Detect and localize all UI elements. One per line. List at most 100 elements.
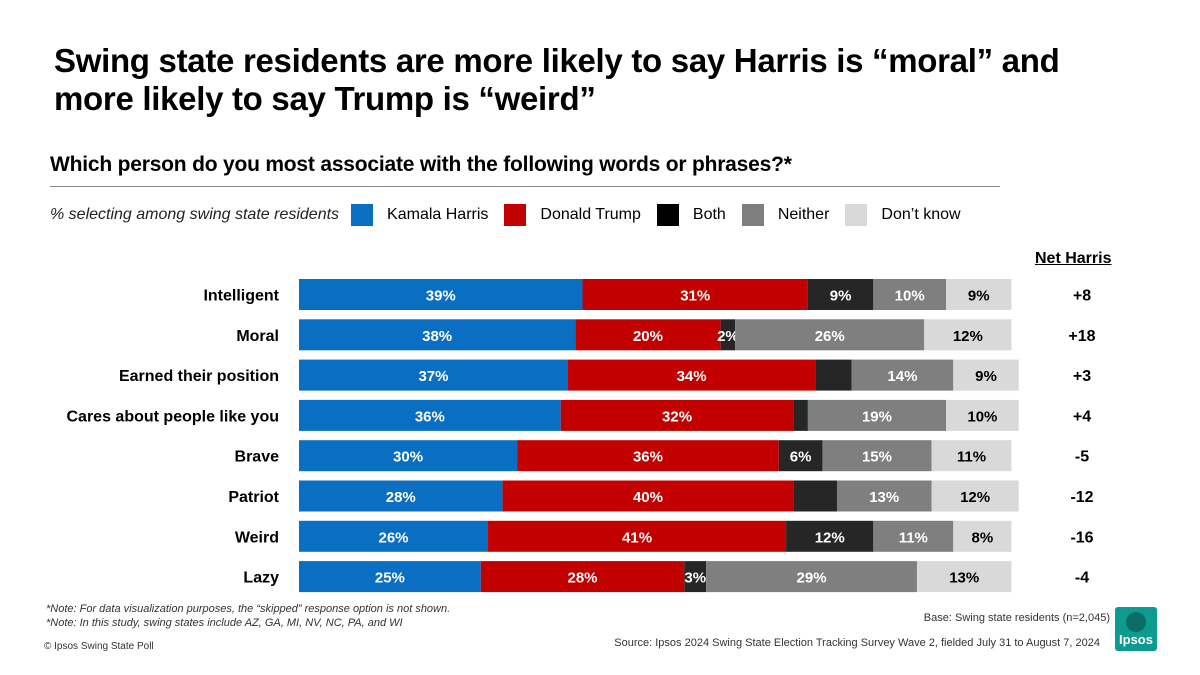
data-label-intelligent-donald-trump: 31% [680,288,710,305]
net-harris-intelligent: +8 [1073,288,1091,305]
ipsos-logo: Ipsos [1115,607,1157,651]
data-label-lazy-don-t-know: 13% [949,570,979,587]
data-label-lazy-kamala-harris: 25% [375,570,405,587]
data-label-lazy-neither: 29% [797,570,827,587]
legend-note: % selecting among swing state residents [50,206,340,223]
legend-label-neither: Neither [777,206,830,223]
bar-weird-neither [873,520,954,552]
legend-item-neither: Neither [741,204,830,226]
bar-moral-both [720,319,736,351]
bar-intelligent-kamala-harris [299,279,583,310]
bar-earned-their-position-don-t-know [953,359,1019,391]
legend: % selecting among swing state residents … [50,203,977,227]
bar-cares-about-people-like-you-both [793,399,808,431]
data-label-weird-both: 12% [815,529,845,546]
bar-weird-donald-trump [488,520,787,552]
logo-mark-icon [1126,612,1146,632]
data-label-brave-don-t-know: 11% [957,449,986,466]
data-label-earned-their-position-donald-trump: 34% [677,368,707,385]
bar-brave-donald-trump [517,440,779,472]
bar-intelligent-don-t-know [946,279,1012,310]
legend-swatch-neither [741,204,764,226]
bar-brave-neither [822,440,932,472]
legend-label-trump: Donald Trump [540,206,641,223]
net-harris-header: Net Harris [1035,250,1112,267]
legend-swatch-dont-know [845,204,868,226]
data-label-moral-don-t-know: 12% [953,328,983,345]
net-harris-earned-their-position: +3 [1073,368,1091,385]
category-label-weird: Weird [235,529,279,546]
data-label-brave-both: 6% [790,449,812,466]
category-label-cares-about-people-like-you: Cares about people like you [67,408,280,425]
legend-item-both: Both [656,204,726,226]
net-harris-moral: +18 [1068,328,1095,345]
legend-item-trump: Donald Trump [504,204,641,226]
data-label-patriot-donald-trump: 40% [633,489,663,506]
data-label-moral-donald-trump: 20% [633,328,663,345]
category-label-brave: Brave [235,449,280,466]
bar-cares-about-people-like-you-kamala-harris [299,399,561,431]
category-label-moral: Moral [236,328,279,345]
bar-patriot-both [793,480,837,512]
legend-label-dont-know: Don’t know [881,206,961,223]
data-label-cares-about-people-like-you-donald-trump: 32% [662,408,692,425]
net-harris-weird: -16 [1070,529,1093,546]
bar-moral-kamala-harris [299,319,576,351]
chart-title: Swing state residents are more likely to… [54,42,1154,118]
data-label-earned-their-position-kamala-harris: 37% [418,368,448,385]
question-divider [50,186,1000,187]
data-label-patriot-kamala-harris: 28% [386,489,416,506]
net-harris-brave: -5 [1075,449,1089,466]
bar-lazy-kamala-harris [299,561,481,593]
data-label-weird-kamala-harris: 26% [378,529,408,546]
legend-swatch-both [656,204,679,226]
data-label-intelligent-both: 9% [830,288,852,305]
footnote-2: *Note: In this study, swing states inclu… [46,617,403,629]
data-label-cares-about-people-like-you-don-t-know: 10% [967,408,997,425]
data-label-lazy-donald-trump: 28% [568,570,598,587]
bar-lazy-neither [706,561,917,593]
bar-lazy-both [684,561,707,593]
data-label-brave-neither: 15% [862,449,892,466]
bar-lazy-don-t-know [916,561,1012,593]
bar-moral-don-t-know [924,319,1012,351]
data-label-moral-both: 2% [717,328,739,345]
data-label-brave-kamala-harris: 30% [393,449,423,466]
data-label-weird-don-t-know: 8% [972,529,994,546]
bar-lazy-donald-trump [480,561,685,593]
legend-item-dont-know: Don’t know [845,204,961,226]
copyright: © Ipsos Swing State Poll [44,641,154,652]
bar-patriot-don-t-know [931,480,1019,512]
bar-earned-their-position-kamala-harris [299,359,568,391]
data-label-intelligent-neither: 10% [895,288,925,305]
bar-patriot-donald-trump [502,480,794,512]
data-label-moral-neither: 26% [815,328,845,345]
footnotes: *Note: For data visualization purposes, … [46,602,450,630]
legend-item-harris: Kamala Harris [351,204,488,226]
data-label-weird-neither: 11% [899,529,928,546]
bar-weird-don-t-know [953,520,1012,552]
legend-swatch-trump [504,204,527,226]
bar-moral-neither [735,319,925,351]
data-label-weird-donald-trump: 41% [622,529,652,546]
bar-brave-both [778,440,823,472]
bar-intelligent-donald-trump [582,279,808,310]
legend-swatch-harris [351,204,374,226]
title-line-2: more likely to say Trump is “weird” [54,80,596,117]
bar-weird-kamala-harris [299,520,489,552]
base-note: Base: Swing state residents (n=2,045) [923,612,1110,624]
data-label-intelligent-don-t-know: 9% [968,288,990,305]
data-label-lazy-both: 3% [684,570,706,587]
category-label-earned-their-position: Earned their position [119,368,279,385]
data-label-intelligent-kamala-harris: 39% [426,288,456,305]
data-label-patriot-don-t-know: 12% [960,489,990,506]
net-harris-lazy: -4 [1075,570,1089,587]
bar-weird-both [786,520,874,552]
footnote-1: *Note: For data visualization purposes, … [46,603,451,615]
bar-earned-their-position-both [815,359,852,391]
data-label-earned-their-position-neither: 14% [887,368,917,385]
bar-patriot-neither [836,480,932,512]
bar-brave-don-t-know [931,440,1012,472]
bar-brave-kamala-harris [299,440,518,472]
